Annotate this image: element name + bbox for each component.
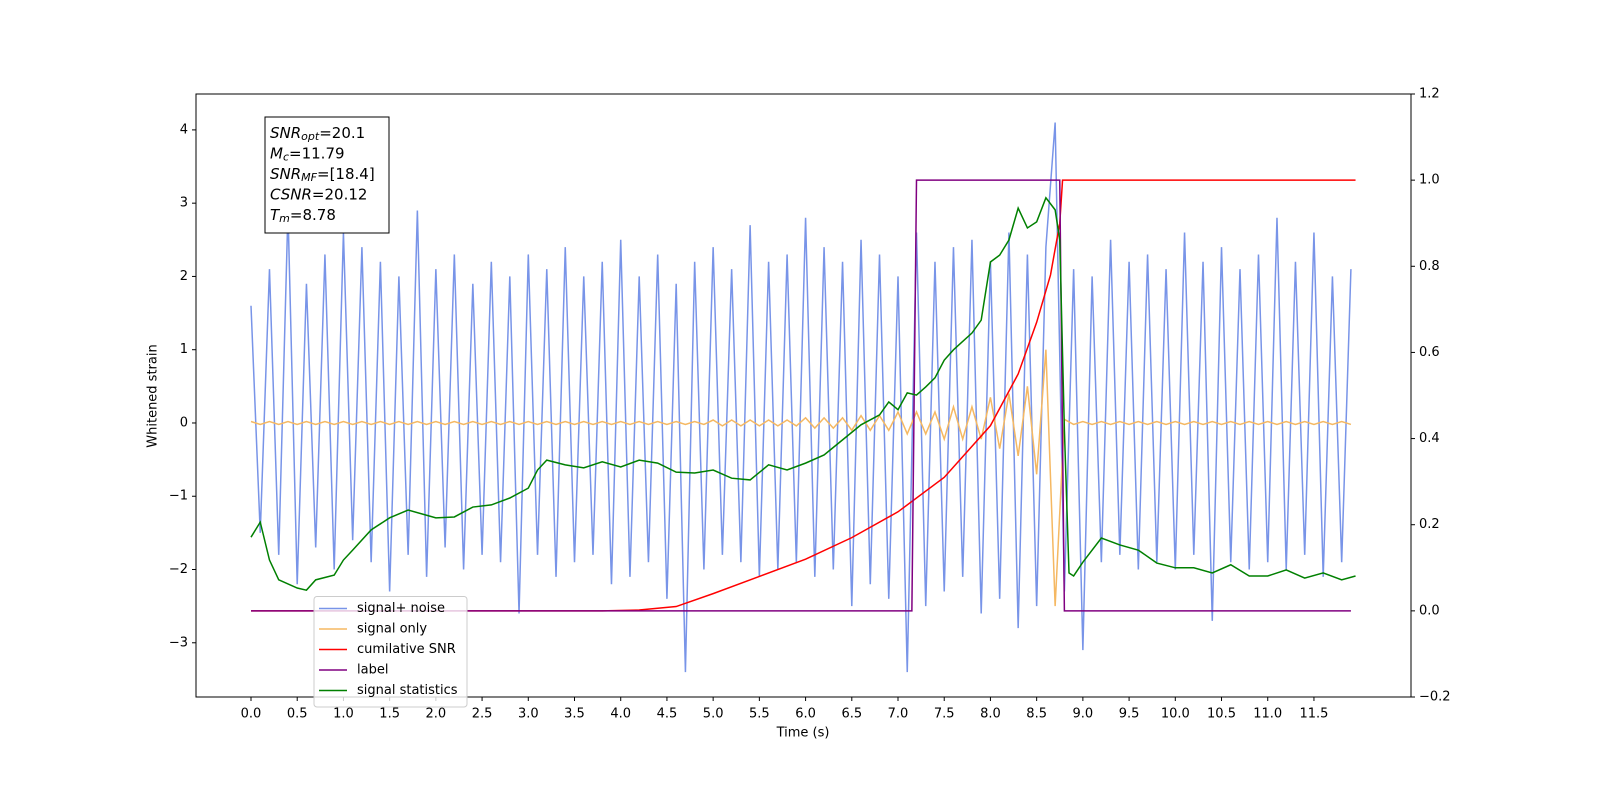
series-line (251, 179, 1351, 612)
x-tick-label: 7.5 (934, 707, 955, 722)
y2-tick-label: −0.2 (1419, 690, 1451, 705)
y-tick-label: −2 (169, 562, 188, 577)
y-axis-label: Whitened strain (146, 344, 161, 447)
x-tick-label: 8.5 (1026, 707, 1047, 722)
x-tick-label: 10.5 (1207, 707, 1236, 722)
y-tick-label: −1 (169, 489, 188, 504)
y2-tick-label: 0.4 (1419, 431, 1440, 446)
x-tick-label: 2.0 (426, 707, 447, 722)
annotation-var: SNR (270, 124, 301, 142)
legend-label: cumilative SNR (357, 642, 456, 657)
annotation-sub: MF (301, 171, 317, 184)
annotation-var: CSNR (270, 185, 312, 203)
y2-tick-label: 0.2 (1419, 517, 1440, 532)
x-tick-label: 5.0 (703, 707, 724, 722)
y-tick-label: 0 (180, 415, 188, 430)
y-tick-label: 2 (180, 269, 188, 284)
y-tick-label: 3 (180, 196, 188, 211)
x-tick-label: 3.5 (564, 707, 585, 722)
x-tick-label: 1.0 (333, 707, 354, 722)
x-tick-label: 11.5 (1299, 707, 1328, 722)
x-tick-label: 6.5 (841, 707, 862, 722)
annotation-line: Tm=8.78 (270, 206, 336, 226)
x-tick-label: 9.0 (1073, 707, 1094, 722)
x-tick-label: 5.5 (749, 707, 770, 722)
x-tick-label: 0.5 (287, 707, 308, 722)
legend-label: label (357, 663, 388, 678)
annotation-var: SNR (270, 165, 301, 183)
legend-label: signal only (357, 622, 427, 637)
annotation-sub: opt (301, 130, 320, 143)
y2-tick-label: 0.0 (1419, 603, 1440, 618)
annotation-line: CSNR=20.12 (270, 185, 367, 203)
x-tick-label: 7.0 (888, 707, 909, 722)
annotation-text: =[18.4] (317, 165, 375, 183)
series-line (250, 196, 1356, 592)
legend-label: signal statistics (357, 683, 458, 698)
legend-label: signal+ noise (357, 601, 445, 616)
y-tick-label: 4 (180, 122, 188, 137)
annotation-box (264, 116, 390, 234)
y2-tick-label: 0.8 (1419, 259, 1440, 274)
x-tick-label: 3.0 (518, 707, 539, 722)
y2-tick-label: 0.6 (1419, 345, 1440, 360)
annotation-text: =20.1 (319, 124, 365, 142)
annotation-text: =8.78 (290, 206, 336, 224)
x-tick-label: 10.0 (1161, 707, 1190, 722)
annotation-line: SNRopt=20.1 (270, 124, 365, 144)
x-tick-label: 1.5 (379, 707, 400, 722)
annotation-line: SNRMF=[18.4] (270, 165, 375, 185)
x-tick-label: 11.0 (1253, 707, 1282, 722)
annotation-sub: m (279, 212, 290, 225)
annotation-sub: c (283, 151, 289, 164)
x-tick-label: 0.0 (241, 707, 262, 722)
x-tick-label: 8.0 (980, 707, 1001, 722)
annotation-text: =11.79 (289, 144, 345, 162)
plot-frame (195, 93, 1412, 698)
x-tick-label: 4.5 (657, 707, 678, 722)
annotation-var: M (270, 144, 283, 162)
y-tick-label: −3 (169, 635, 188, 650)
legend-box (313, 596, 468, 708)
annotation-text: =20.12 (312, 185, 368, 203)
x-tick-label: 2.5 (472, 707, 493, 722)
y2-tick-label: 1.0 (1419, 173, 1440, 188)
y-tick-label: 1 (180, 342, 188, 357)
series-line (250, 122, 1352, 673)
x-tick-label: 9.5 (1119, 707, 1140, 722)
series-line (250, 349, 1352, 607)
y2-tick-label: 1.2 (1419, 87, 1440, 102)
annotation-line: Mc=11.79 (270, 144, 345, 164)
annotation-var: T (270, 206, 281, 224)
x-axis-label: Time (s) (776, 726, 830, 741)
series-line (251, 179, 1356, 612)
x-tick-label: 6.0 (795, 707, 816, 722)
x-tick-label: 4.0 (610, 707, 631, 722)
annotation: SNRopt=20.1Mc=11.79SNRMF=[18.4]CSNR=20.1… (264, 116, 390, 234)
